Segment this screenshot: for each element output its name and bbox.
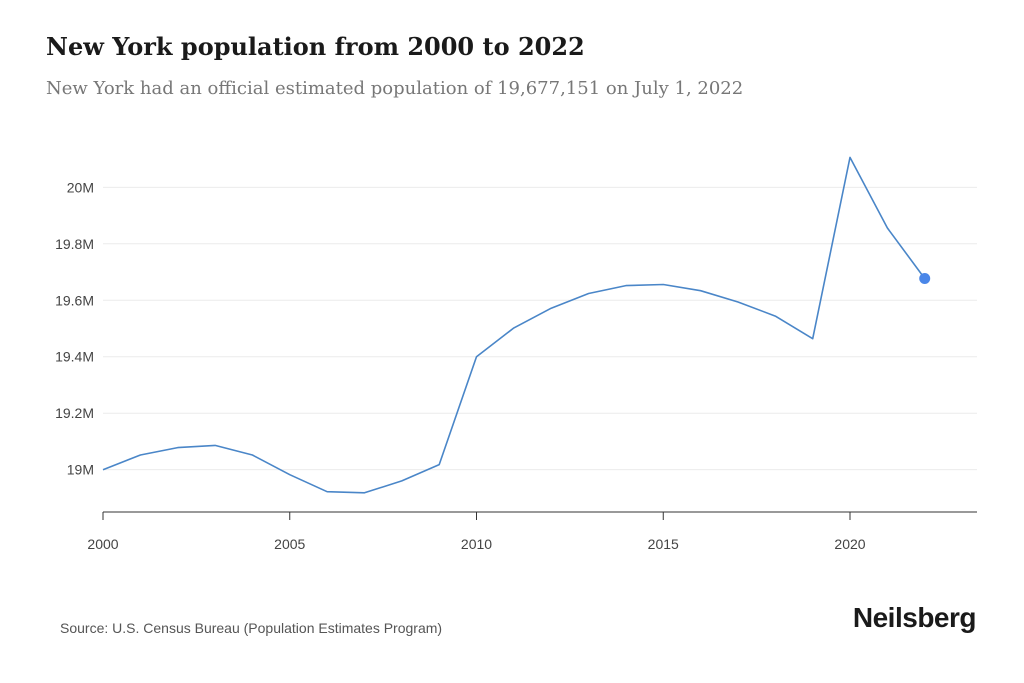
x-axis-tick-labels: 2000 2005 2010 2015 2020 [87,536,865,552]
y-tick-label: 19M [67,462,94,478]
chart-subtitle: New York had an official estimated popul… [46,78,744,99]
x-tick-label: 2015 [648,536,679,552]
x-tick-label: 2000 [87,536,118,552]
x-tick-label: 2005 [274,536,305,552]
source-note: Source: U.S. Census Bureau (Population E… [60,620,443,636]
chart-title: New York population from 2000 to 2022 [46,32,585,61]
x-tick-label: 2010 [461,536,492,552]
series-line [102,156,926,494]
y-tick-label: 19.8M [55,236,94,252]
x-tick-label: 2020 [834,536,865,552]
y-tick-label: 19.4M [55,349,94,365]
y-tick-label: 20M [67,179,94,195]
gridlines [103,186,977,471]
y-axis-tick-labels: 19M 19.2M 19.4M 19.6M 19.8M 20M [55,179,94,477]
series-layer [102,156,931,494]
brand-logo: Neilsberg [852,602,977,633]
y-tick-label: 19.2M [55,405,94,421]
axes [102,511,977,520]
latest-point-marker [919,272,931,284]
y-tick-label: 19.6M [55,292,94,308]
